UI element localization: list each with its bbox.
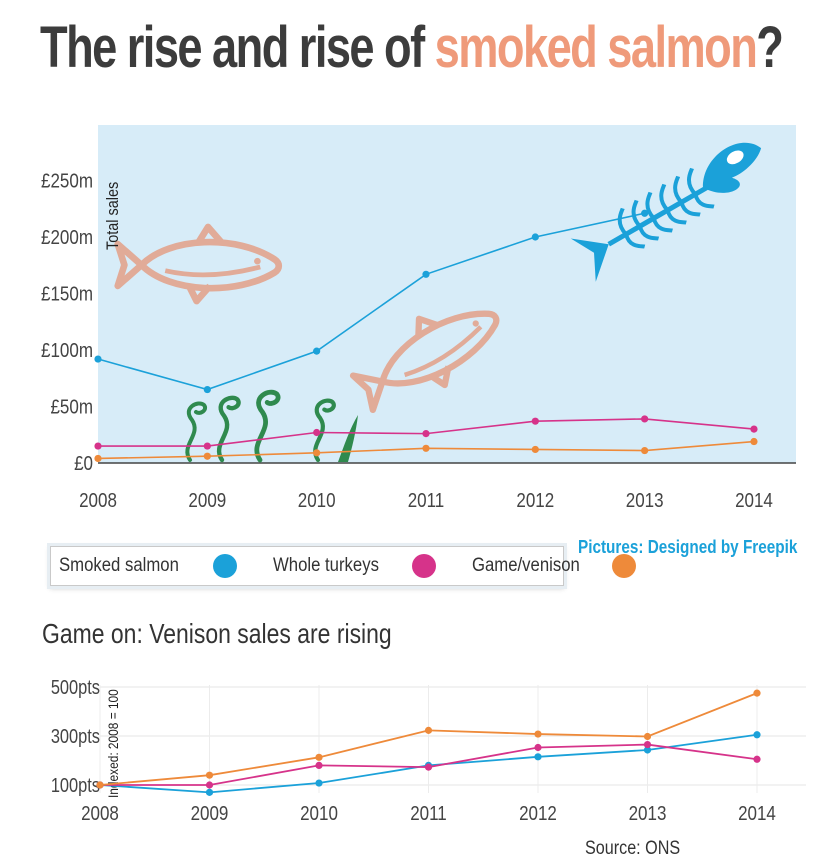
data-point-game-venison (534, 730, 542, 738)
x-tick-label: 2009 (191, 802, 229, 825)
sub-chart-title: Game on: Venison sales are rising (42, 618, 392, 649)
x-tick-label: 2013 (629, 802, 667, 825)
legend-swatch (411, 554, 436, 578)
data-point-whole-turkeys (643, 740, 652, 749)
picture-credit: Pictures: Designed by Freepik (578, 537, 798, 557)
y-axis-label: Indexed: 2008 = 100 (105, 689, 121, 798)
page-title: The rise and rise of smoked salmon? (40, 14, 784, 81)
seaweed-icon (313, 398, 336, 463)
data-point-smoked-salmon (315, 779, 323, 787)
legend-label: Smoked salmon (59, 555, 179, 576)
data-point-whole-turkeys (753, 755, 761, 763)
data-point-game-venison (750, 437, 758, 446)
data-point-smoked-salmon (534, 753, 542, 761)
y-axis-label: Total sales (104, 182, 122, 250)
data-point-whole-turkeys (534, 743, 542, 752)
y-tick-label: 500pts (51, 675, 100, 698)
x-tick-label: 2008 (79, 489, 117, 512)
legend-label: Game/venison (471, 555, 580, 576)
data-point-whole-turkeys (203, 442, 211, 450)
x-tick-label: 2012 (516, 489, 554, 512)
fish-skeleton-icon (570, 142, 762, 282)
y-tick-label: £0 (74, 452, 93, 475)
data-point-whole-turkeys (641, 415, 649, 423)
data-point-smoked-salmon (643, 746, 652, 754)
data-point-game-venison (96, 781, 104, 789)
plot-background (98, 125, 796, 463)
y-tick-label: £200m (41, 226, 93, 249)
x-tick-label: 2012 (519, 802, 557, 825)
seaweed-icon (216, 395, 241, 463)
y-tick-label: £100m (41, 339, 93, 362)
data-point-smoked-salmon (641, 209, 649, 217)
legend-item-smoked-salmon: Smoked salmon (59, 554, 238, 578)
data-point-game-venison (94, 454, 102, 463)
salmon-icon (349, 310, 500, 414)
data-point-game-venison (315, 753, 323, 761)
source-note: Source: ONS (585, 838, 681, 859)
salmon-icon (114, 223, 283, 305)
x-tick-label: 2014 (738, 802, 776, 825)
data-point-game-venison (424, 726, 433, 734)
data-point-game-venison (205, 771, 214, 779)
data-point-game-venison (531, 445, 539, 454)
x-tick-label: 2010 (300, 802, 338, 825)
venison-index-chart: 100pts 300pts 500pts Indexed: 2008 = 100 200… (51, 675, 806, 825)
data-point-smoked-salmon (94, 355, 102, 363)
x-tick-label: 2013 (626, 489, 664, 512)
y-tick-label: 100pts (51, 773, 100, 796)
chart-legend: Smoked salmon Whole turkeys Game/venison (50, 546, 637, 586)
data-point-game-venison (643, 732, 652, 741)
sales-line-chart: £0 £50m £100m £150m £200m £250m Total sales 200… (41, 125, 796, 512)
data-point-game-venison (422, 444, 430, 452)
y-tick-label: £50m (50, 395, 93, 418)
y-tick-label: £250m (41, 169, 93, 192)
series-line-smoked-salmon (97, 212, 645, 391)
legend-label: Whole turkeys (273, 555, 380, 576)
x-tick-label: 2014 (735, 489, 773, 512)
data-point-whole-turkeys (205, 781, 214, 789)
data-point-whole-turkeys (315, 761, 323, 769)
data-point-whole-turkeys (313, 428, 321, 437)
data-point-game-venison (313, 449, 321, 457)
title-suffix: ? (756, 15, 784, 80)
data-point-game-venison (203, 452, 211, 460)
data-point-smoked-salmon (203, 385, 211, 394)
data-point-whole-turkeys (424, 763, 433, 771)
x-tick-label: 2010 (298, 489, 336, 512)
data-point-whole-turkeys (531, 417, 539, 425)
data-point-smoked-salmon (531, 233, 539, 241)
legend-item-whole-turkeys: Whole turkeys (273, 554, 436, 578)
y-tick-label: 300pts (51, 724, 100, 747)
y-tick-label: £150m (41, 282, 93, 305)
data-point-whole-turkeys (422, 430, 430, 438)
legend-swatch (612, 554, 637, 578)
data-point-game-venison (753, 689, 761, 697)
data-point-whole-turkeys (750, 425, 758, 433)
data-point-smoked-salmon (205, 788, 214, 796)
x-tick-label: 2011 (410, 802, 447, 825)
x-tick-label: 2011 (408, 489, 445, 512)
seaweed-icon (254, 389, 281, 463)
x-tick-label: 2009 (188, 489, 226, 512)
seaweed-icon (185, 401, 207, 462)
seaweed-leaf-icon (338, 415, 358, 462)
legend-item-game-venison: Game/venison (472, 554, 637, 578)
data-point-game-venison (641, 446, 649, 455)
title-prefix: The rise and rise of (40, 15, 435, 80)
data-point-smoked-salmon (313, 347, 321, 355)
title-accent: smoked salmon (434, 15, 758, 80)
data-point-smoked-salmon (422, 270, 430, 278)
legend-swatch (213, 554, 238, 578)
x-tick-label: 2008 (81, 802, 119, 825)
data-point-smoked-salmon (753, 731, 761, 739)
data-point-whole-turkeys (94, 442, 102, 450)
